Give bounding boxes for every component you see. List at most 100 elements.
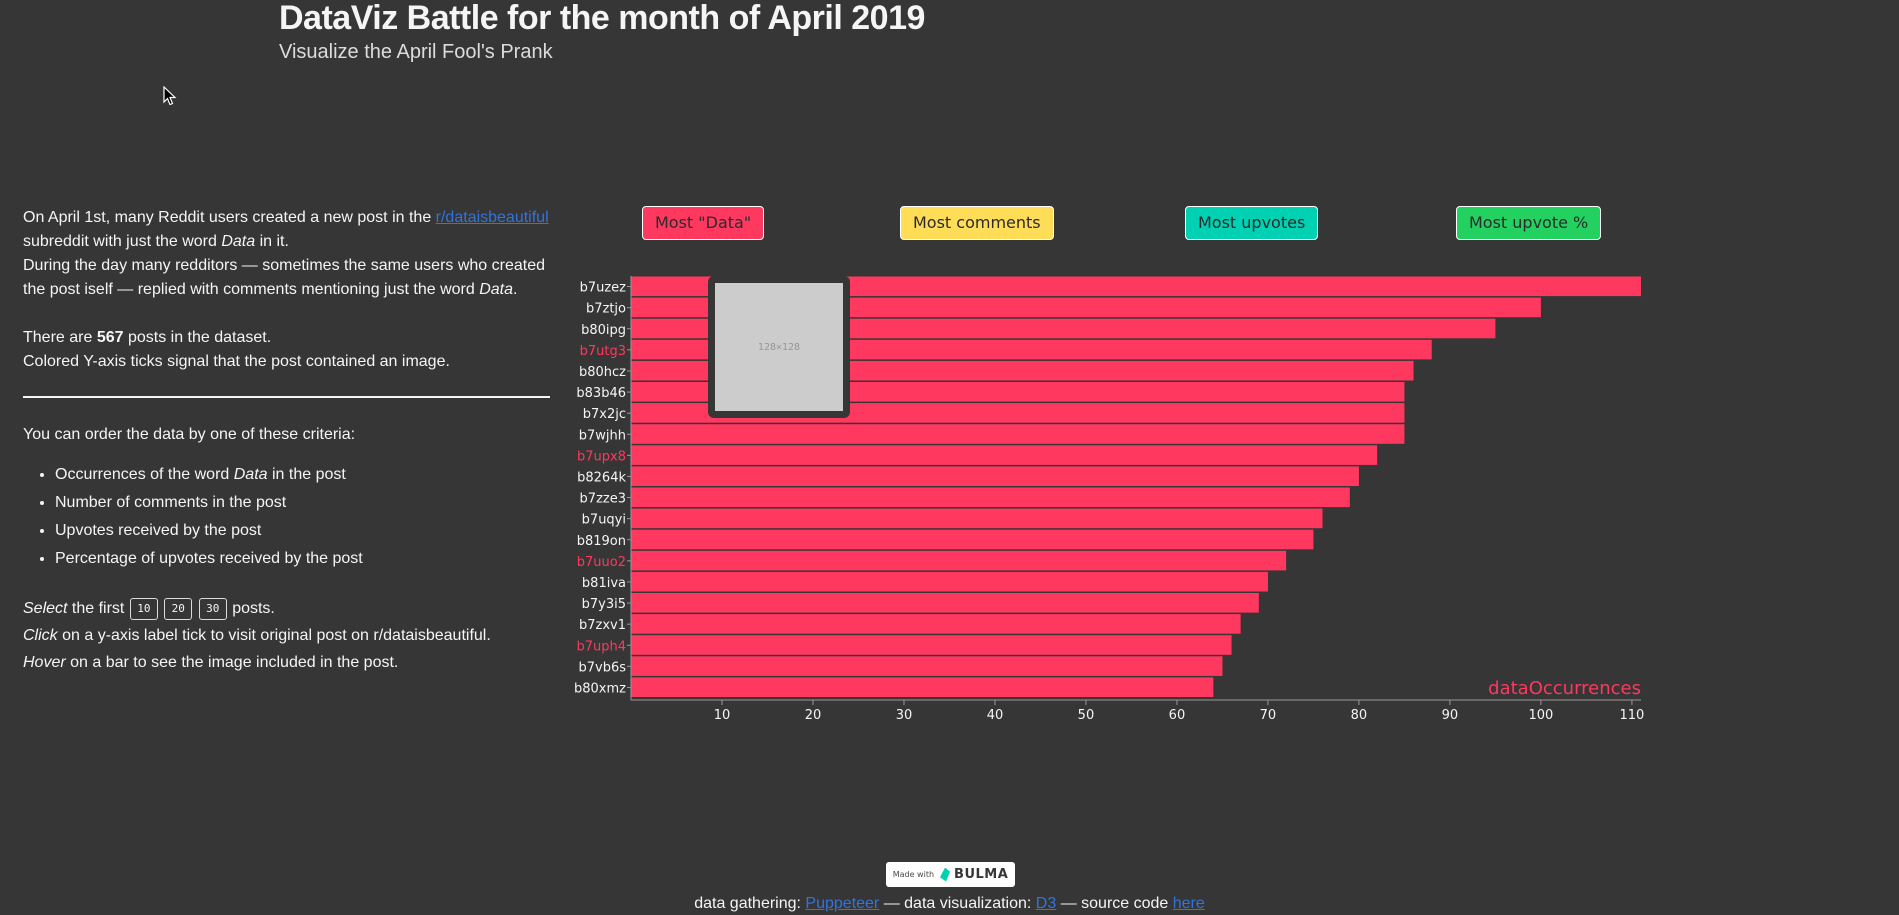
intro-text-2: subreddit with just the word — [23, 233, 222, 250]
select-20-button[interactable]: 20 — [164, 597, 193, 620]
y-axis: b7uzez b7ztjo b80ipg b7utg3 b80hcz b83b46 b7x2… — [574, 276, 632, 700]
order-criteria: You can order the data by one of these c… — [23, 423, 563, 575]
click-em: Click — [23, 627, 58, 644]
footer-credits: data gathering: Puppeteer — data visuali… — [0, 894, 1899, 914]
bar-b7zze3[interactable] — [631, 487, 1350, 508]
bars-group — [631, 276, 1641, 697]
metric-label: dataOccurrences — [1488, 678, 1641, 699]
sort-most-upvotes-button[interactable]: Most upvotes — [1185, 206, 1319, 240]
criteria-item-comments: Number of comments in the post — [55, 491, 563, 515]
y-tick-label-b7vb6s[interactable]: b7vb6s — [578, 660, 626, 675]
hover-em: Hover — [23, 654, 66, 671]
viz-label: — data visualization: — [879, 895, 1036, 912]
bar-b81iva[interactable] — [631, 571, 1268, 592]
bar-b7uzez[interactable] — [631, 276, 1641, 297]
hover-instruction: Hover on a bar to see the image included… — [23, 649, 563, 676]
made-with-bulma-badge[interactable]: Made with BULMA — [886, 862, 1015, 887]
tooltip-image-placeholder — [715, 283, 843, 411]
select-10-button[interactable]: 10 — [129, 597, 158, 620]
gathering-label: data gathering: — [694, 895, 806, 912]
page-title: DataViz Battle for the month of April 20… — [279, 0, 925, 37]
tooltip-placeholder-text: 128×128 — [758, 342, 800, 353]
bar-b7wjhh[interactable] — [631, 424, 1405, 444]
x-axis: 10 20 30 40 50 60 70 80 90 100 110 — [631, 699, 1644, 723]
puppeteer-link[interactable]: Puppeteer — [805, 895, 880, 912]
y-tick-label-b7uph4[interactable]: b7uph4 — [576, 639, 626, 654]
click-text: on a y-axis label tick to visit original… — [57, 627, 491, 644]
intro-text: On April 1st, many Reddit users created … — [23, 206, 553, 374]
intro-text-3: in it. — [255, 233, 289, 250]
subreddit-link[interactable]: r/dataisbeautiful — [435, 209, 549, 226]
image-tooltip: 128×128 — [708, 276, 850, 418]
intro-em-data: Data — [221, 233, 256, 250]
bar-b819on[interactable] — [631, 529, 1314, 550]
y-tick-label-b7ztjo[interactable]: b7ztjo — [586, 302, 626, 317]
y-tick-label-b7y3i5[interactable]: b7y3i5 — [582, 597, 626, 612]
criteria-item-occurrences: Occurrences of the word Data in the post — [55, 463, 563, 487]
post-count: 567 — [96, 329, 124, 346]
x-tick-label-30: 30 — [896, 708, 913, 723]
page-header: DataViz Battle for the month of April 20… — [279, 0, 925, 64]
y-tick-label-b80ipg[interactable]: b80ipg — [581, 323, 626, 338]
made-with-label: Made with — [892, 870, 935, 879]
bar-b80xmz[interactable] — [631, 677, 1214, 697]
criteria-item-upvote-pct: Percentage of upvotes received by the po… — [55, 547, 563, 571]
sort-most-upvote-pct-button[interactable]: Most upvote % — [1456, 206, 1602, 240]
y-tick-label-b7utg3[interactable]: b7utg3 — [580, 344, 626, 359]
criteria-list: Occurrences of the word Data in the post… — [23, 463, 563, 571]
intro-em-data-2: Data — [479, 281, 514, 298]
y-tick-label-b80hcz[interactable]: b80hcz — [579, 365, 626, 380]
y-tick-label-b7zxv1[interactable]: b7zxv1 — [579, 618, 626, 633]
divider — [23, 396, 550, 398]
x-tick-label-20: 20 — [805, 708, 822, 723]
y-tick-label-b8264k[interactable]: b8264k — [577, 470, 626, 485]
bar-b7zxv1[interactable] — [631, 614, 1241, 634]
y-tick-label-b7uzez[interactable]: b7uzez — [580, 281, 627, 296]
x-tick-label-50: 50 — [1078, 708, 1095, 723]
c1-before: Occurrences of the word — [55, 466, 234, 483]
bar-b7vb6s[interactable] — [631, 656, 1223, 676]
select-instruction: Select the first 10 20 30 posts. — [23, 595, 563, 622]
bar-b7uqyi[interactable] — [631, 508, 1323, 529]
x-tick-label-10: 10 — [714, 708, 731, 723]
colored-ticks-note: Colored Y-axis ticks signal that the pos… — [23, 353, 450, 370]
select-em: Select — [23, 600, 68, 617]
y-tick-label-b7zze3[interactable]: b7zze3 — [580, 492, 626, 507]
y-tick-label-b83b46[interactable]: b83b46 — [576, 386, 626, 401]
d3-link[interactable]: D3 — [1035, 895, 1057, 912]
sort-most-comments-button[interactable]: Most comments — [900, 206, 1054, 240]
intro-text-4: During the day many redditors — sometime… — [23, 257, 546, 298]
y-tick-label-b7x2jc[interactable]: b7x2jc — [583, 407, 626, 422]
intro-paragraph: On April 1st, many Reddit users created … — [23, 206, 553, 302]
y-tick-label-b7upx8[interactable]: b7upx8 — [577, 449, 626, 464]
bulma-logo-icon — [940, 867, 951, 882]
y-tick-label-b7uqyi[interactable]: b7uqyi — [582, 513, 626, 528]
y-tick-label-b80xmz[interactable]: b80xmz — [574, 681, 626, 696]
dataset-count: There are 567 posts in the dataset. Colo… — [23, 326, 553, 374]
hover-text: on a bar to see the image included in th… — [65, 654, 399, 671]
bar-b7ztjo[interactable] — [631, 297, 1541, 318]
x-tick-label-80: 80 — [1351, 708, 1368, 723]
select-30-button[interactable]: 30 — [198, 597, 227, 620]
intro-text-1: On April 1st, many Reddit users created … — [23, 209, 436, 226]
select-text: the first — [67, 600, 129, 617]
y-tick-label-b7wjhh[interactable]: b7wjhh — [579, 428, 626, 443]
source-code-link[interactable]: here — [1172, 895, 1205, 912]
c1-after: in the post — [267, 466, 346, 483]
mouse-cursor-icon — [163, 86, 177, 106]
source-label: — source code — [1056, 895, 1173, 912]
y-tick-label-b81iva[interactable]: b81iva — [582, 576, 626, 591]
bar-b7uph4[interactable] — [631, 635, 1232, 655]
bar-b7upx8[interactable] — [631, 445, 1378, 465]
y-tick-label-b7uuo2[interactable]: b7uuo2 — [577, 555, 626, 570]
order-lead: You can order the data by one of these c… — [23, 426, 356, 443]
sort-most-data-button[interactable]: Most "Data" — [642, 206, 765, 240]
bar-b8264k[interactable] — [631, 466, 1359, 486]
instructions: Select the first 10 20 30 posts. Click o… — [23, 595, 563, 676]
y-tick-label-b819on[interactable]: b819on — [577, 534, 626, 549]
x-tick-label-40: 40 — [987, 708, 1004, 723]
bar-b7y3i5[interactable] — [631, 593, 1259, 613]
bar-b7uuo2[interactable] — [631, 550, 1287, 571]
x-tick-label-60: 60 — [1169, 708, 1186, 723]
